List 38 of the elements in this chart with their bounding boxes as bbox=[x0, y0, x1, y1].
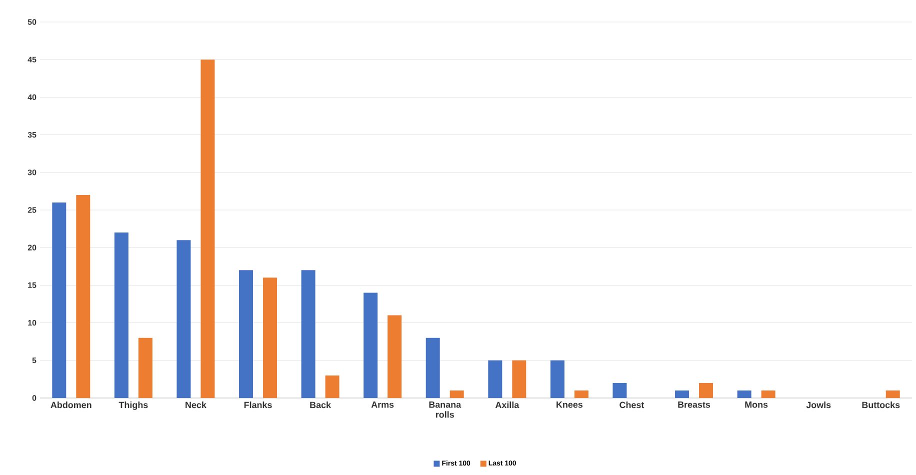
bar bbox=[239, 270, 254, 398]
x-tick-label: Arms bbox=[371, 402, 394, 408]
x-tick-label: Axilla bbox=[495, 402, 520, 408]
bar bbox=[325, 375, 340, 398]
bar bbox=[114, 232, 128, 398]
bar bbox=[138, 338, 152, 398]
bar bbox=[426, 338, 440, 398]
x-tick-label: Flanks bbox=[244, 402, 272, 408]
bar bbox=[76, 194, 90, 398]
x-tick-label: Buttocks bbox=[862, 402, 900, 408]
bar bbox=[512, 360, 526, 398]
x-tick-label: Back bbox=[310, 402, 332, 408]
bar bbox=[263, 278, 278, 398]
x-tick-label: Breasts bbox=[678, 402, 710, 408]
x-tick-label: Knees bbox=[556, 402, 583, 408]
bar bbox=[699, 382, 714, 398]
bar bbox=[388, 315, 402, 398]
x-tick-label: Chest bbox=[620, 402, 644, 408]
x-tick-label: Abdomen bbox=[50, 402, 92, 408]
bar bbox=[488, 360, 502, 398]
x-tick-label: Mons bbox=[745, 402, 768, 408]
bar bbox=[612, 382, 627, 398]
bar bbox=[200, 60, 215, 398]
bar bbox=[52, 202, 66, 398]
bar bbox=[550, 360, 564, 398]
bar bbox=[450, 390, 464, 398]
bar bbox=[176, 240, 191, 398]
bar bbox=[761, 390, 776, 398]
x-tick-label: Thighs bbox=[118, 402, 148, 410]
x-tick-label: Banana rolls bbox=[429, 402, 462, 418]
bar bbox=[364, 292, 378, 398]
bar bbox=[886, 390, 900, 398]
bar bbox=[301, 270, 316, 398]
bar bbox=[574, 390, 588, 398]
x-tick-label: Jowls bbox=[806, 402, 831, 408]
bar bbox=[675, 390, 690, 398]
x-tick-label: Neck bbox=[186, 402, 206, 408]
bar bbox=[737, 390, 752, 398]
